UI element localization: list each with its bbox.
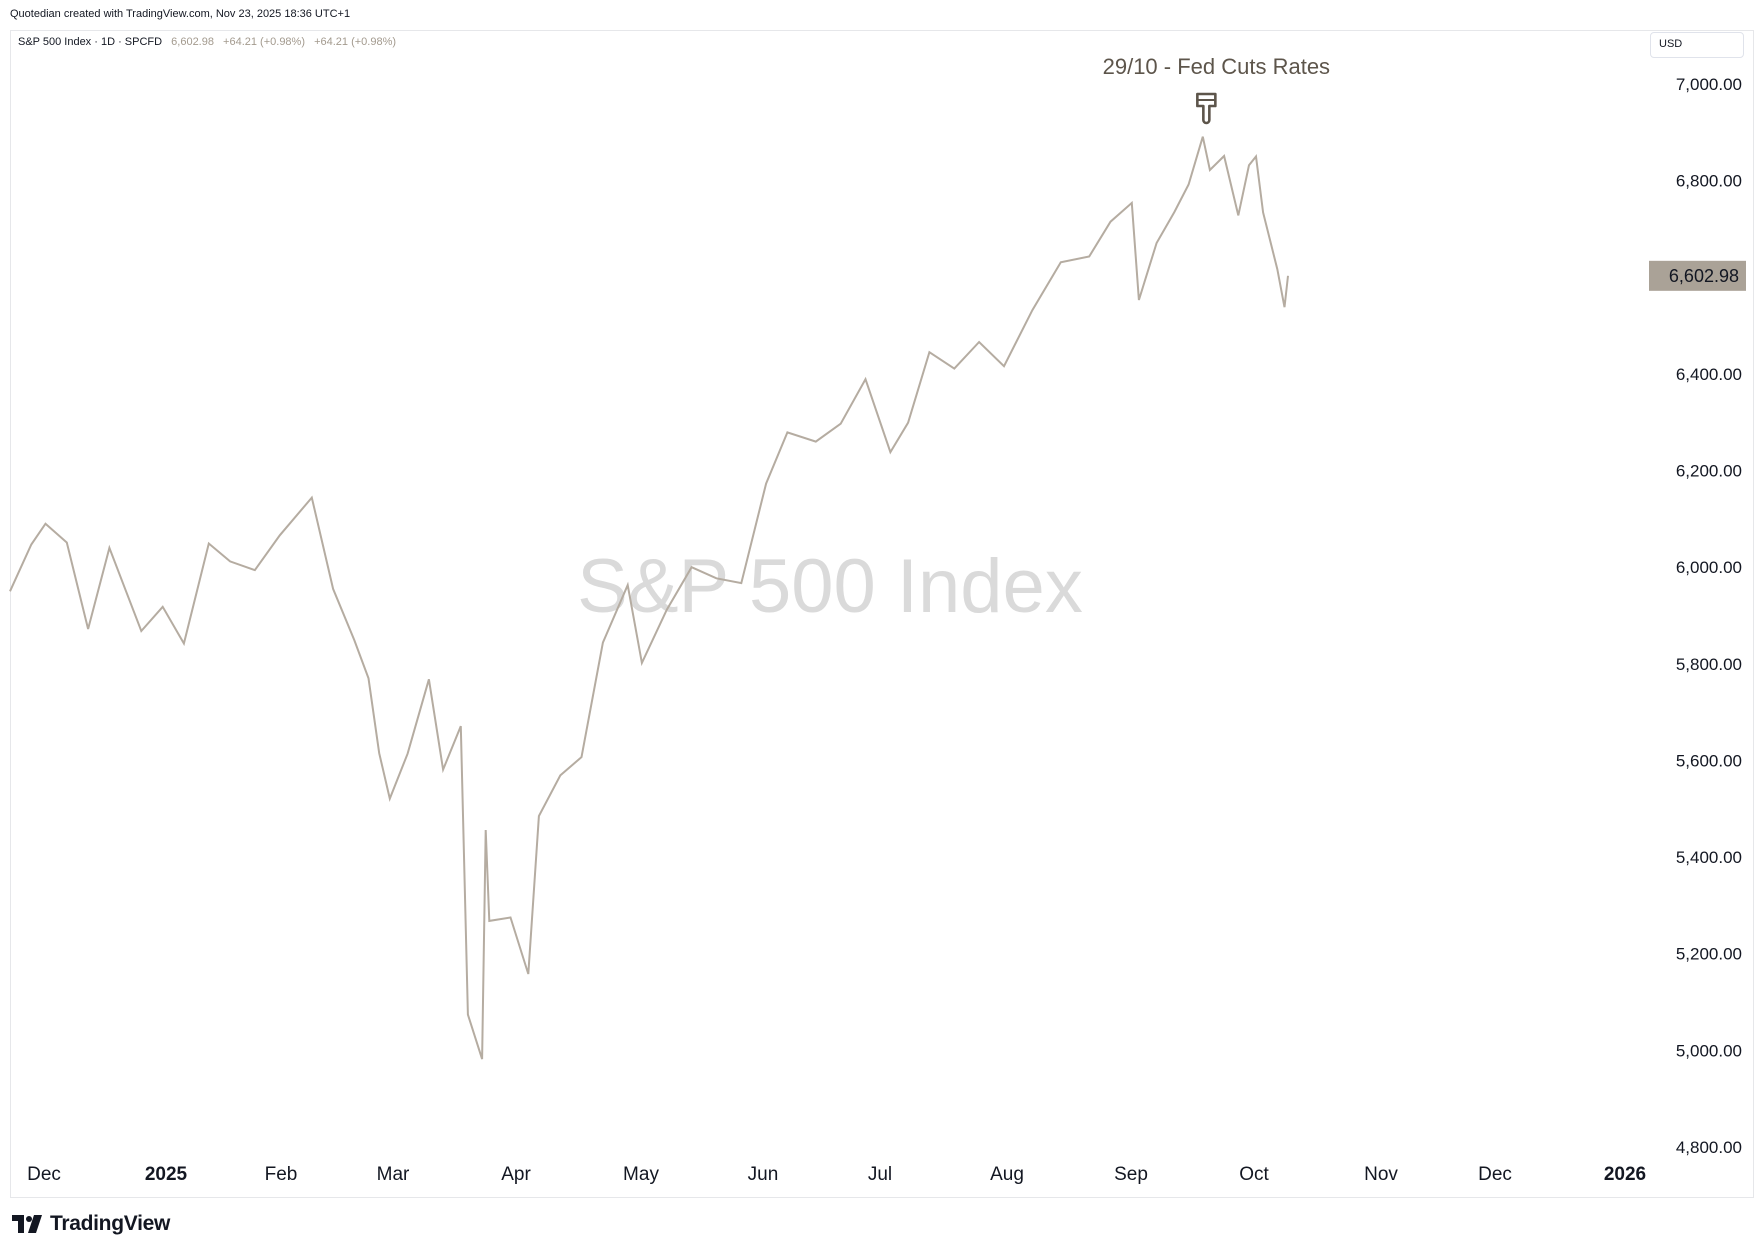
tradingview-logo-icon (12, 1215, 42, 1233)
y-tick-label: 4,800.00 (1676, 1138, 1742, 1157)
y-tick-label: 5,800.00 (1676, 655, 1742, 674)
x-tick-label: 2026 (1604, 1164, 1646, 1185)
y-tick-label: 6,200.00 (1676, 462, 1742, 481)
x-tick-label: Nov (1364, 1164, 1398, 1185)
y-tick-label: 5,200.00 (1676, 945, 1742, 964)
y-tick-label: 5,600.00 (1676, 751, 1742, 770)
x-tick-label: 2025 (145, 1164, 188, 1185)
y-tick-label: 6,000.00 (1676, 558, 1742, 577)
change-value: +64.21 (+0.98%) (223, 36, 305, 48)
y-tick-label: 5,400.00 (1676, 848, 1742, 867)
tradingview-logo[interactable]: TradingView (12, 1212, 170, 1236)
last-price-text: 6,602.98 (1669, 266, 1739, 286)
price-line (9, 136, 1289, 1060)
last-price-label: 6,602.98 (1649, 260, 1746, 291)
watermark: S&P 500 Index (577, 544, 1083, 629)
y-tick-label: 7,000.00 (1676, 75, 1742, 94)
x-tick-label: Jul (868, 1164, 892, 1185)
x-tick-label: Apr (501, 1164, 531, 1185)
chart-credit: Quotedian created with TradingView.com, … (10, 8, 351, 20)
pointing-hand-icon (1196, 92, 1217, 125)
brand-name: TradingView (50, 1212, 171, 1235)
annotation: 29/10 - Fed Cuts Rates (1103, 54, 1330, 125)
x-tick-label: Sep (1114, 1164, 1148, 1185)
symbol-label: S&P 500 Index · 1D · SPCFD (18, 36, 163, 48)
y-tick-label: 6,400.00 (1676, 365, 1742, 384)
chart-frame (10, 30, 1754, 1198)
x-tick-label: Aug (990, 1164, 1024, 1185)
x-axis[interactable]: Dec 2025 Feb Mar Apr May Jun Jul Aug Sep Oct Nov Dec… (27, 1164, 1646, 1185)
symbol-legend[interactable]: S&P 500 Index · 1D · SPCFD 6,602.98 +64.… (18, 36, 396, 48)
x-tick-label: Jun (748, 1164, 779, 1185)
x-tick-label: May (623, 1164, 659, 1185)
y-tick-label: 6,800.00 (1676, 172, 1742, 191)
x-tick-label: Oct (1239, 1164, 1269, 1185)
annotation-text: 29/10 - Fed Cuts Rates (1103, 54, 1330, 79)
x-tick-label: Dec (1478, 1164, 1512, 1185)
last-price-badge (1649, 260, 1746, 291)
x-tick-label: Dec (27, 1164, 61, 1185)
x-tick-label: Feb (265, 1164, 298, 1185)
x-tick-label: Mar (377, 1164, 410, 1185)
change-value-2: +64.21 (+0.98%) (314, 36, 397, 48)
y-axis[interactable]: 7,000.006,800.006,600.006,400.006,200.00… (1676, 75, 1742, 1157)
currency-selector[interactable]: USD (1650, 32, 1744, 58)
y-tick-label: 5,000.00 (1676, 1041, 1742, 1060)
last-value: 6,602.98 (171, 36, 214, 48)
